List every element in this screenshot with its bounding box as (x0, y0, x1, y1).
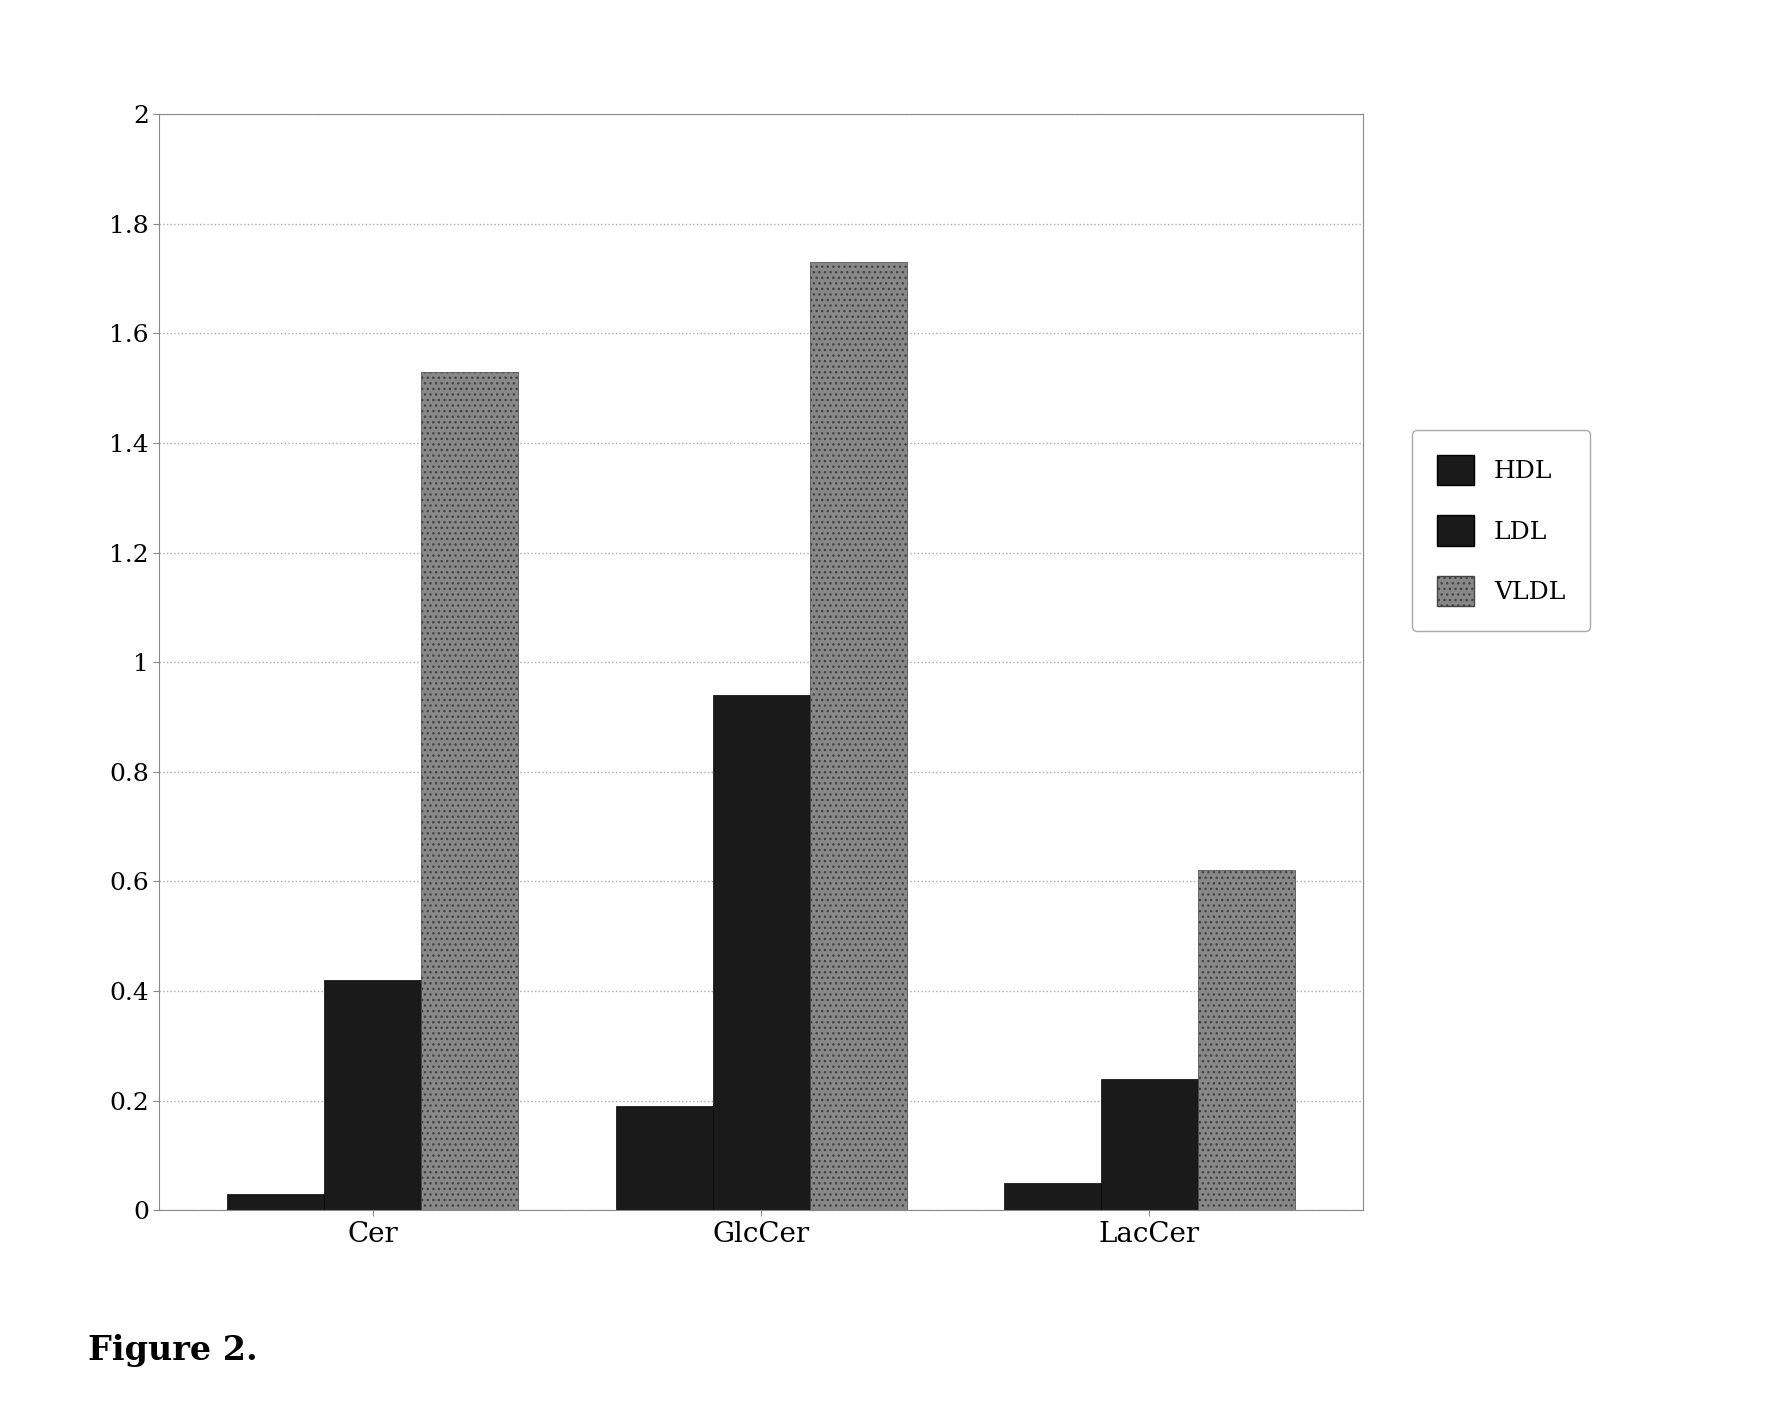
Text: Figure 2.: Figure 2. (88, 1334, 258, 1367)
Bar (713, 695, 809, 1210)
Bar (1198, 870, 1296, 1210)
Bar (421, 372, 519, 1210)
Bar (616, 1106, 713, 1210)
Bar (1101, 1079, 1198, 1210)
Bar (809, 262, 906, 1210)
Bar (1004, 1183, 1101, 1210)
Legend: HDL, LDL, VLDL: HDL, LDL, VLDL (1411, 430, 1591, 631)
Bar (227, 1193, 324, 1210)
Bar (324, 980, 421, 1210)
